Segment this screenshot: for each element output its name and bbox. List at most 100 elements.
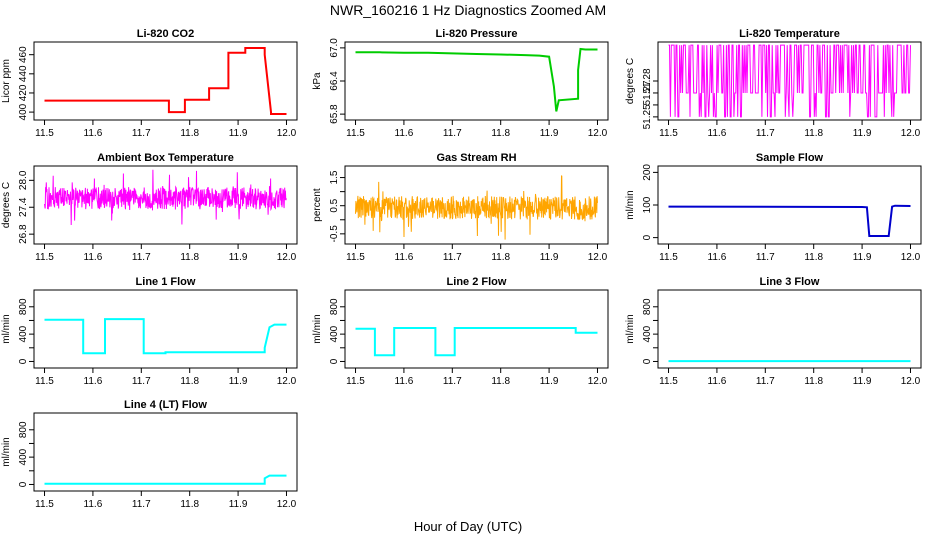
x-tick-label: 11.5 (346, 128, 365, 139)
x-tick-label: 12.0 (588, 252, 608, 263)
y-axis-label: degrees C (1, 182, 12, 228)
chart-panel: Line 2 Flow 11.5 11.6 11.7 11.8 11.9 12.0 0 400 8… (312, 276, 609, 387)
x-tick-label: 12.0 (277, 499, 297, 510)
x-tick-label: 11.8 (180, 252, 199, 263)
series-line (355, 327, 598, 357)
series-line (355, 175, 598, 240)
y-tick-label: 400 (18, 103, 29, 120)
x-tick-label: 11.8 (491, 252, 510, 263)
x-tick-label: 11.6 (84, 499, 103, 510)
chart-panel: Line 1 Flow 11.5 11.6 11.7 11.8 11.9 12.0 0 400 8… (1, 276, 298, 387)
x-tick-label: 12.0 (901, 252, 921, 263)
x-tick-label: 11.6 (708, 376, 727, 387)
x-tick-label: 11.9 (853, 252, 872, 263)
y-axis-label: percent (312, 188, 323, 222)
y-tick-label: 800 (18, 421, 29, 438)
series-line (44, 169, 287, 226)
x-tick-label: 11.9 (229, 499, 248, 510)
chart-panel: Ambient Box Temperature 11.5 11.6 11.7 11.8 1… (1, 152, 298, 263)
x-tick-label: 12.0 (588, 376, 608, 387)
x-tick-label: 11.7 (756, 252, 775, 263)
x-tick-label: 11.5 (659, 252, 678, 263)
x-tick-label: 12.0 (277, 252, 297, 263)
plot-frame (33, 165, 298, 245)
x-tick-label: 11.8 (180, 376, 199, 387)
y-tick-label: 800 (18, 298, 29, 315)
x-tick-label: 11.7 (132, 376, 151, 387)
y-tick-label: 0 (642, 358, 653, 364)
y-tick-label: 66.4 (329, 71, 340, 91)
y-axis-label: Licor ppm (1, 59, 12, 103)
x-tick-label: 11.9 (540, 252, 559, 263)
chart-panel: Li-820 CO2 11.5 11.6 11.7 11.8 11.9 12.0 400 420… (1, 28, 298, 139)
x-tick-label: 11.7 (132, 252, 151, 263)
y-tick-label: 100 (642, 196, 653, 213)
series-line (668, 44, 911, 118)
y-tick-label: 440 (18, 65, 29, 82)
x-tick-label: 11.5 (346, 376, 365, 387)
plot-frame (33, 289, 298, 369)
y-tick-label: 400 (642, 325, 653, 342)
x-tick-label: 11.9 (229, 376, 248, 387)
plot-frame (344, 165, 609, 245)
x-tick-label: 11.5 (35, 376, 54, 387)
series-line (44, 318, 287, 355)
panels: Li-820 CO2 11.5 11.6 11.7 11.8 11.9 12.0 400 420… (1, 28, 922, 510)
y-tick-label: 67.0 (329, 38, 340, 58)
panel-title: Line 3 Flow (760, 276, 820, 288)
x-tick-label: 11.7 (756, 376, 775, 387)
x-tick-label: 11.6 (84, 376, 103, 387)
x-tick-label: 11.7 (132, 499, 151, 510)
x-tick-label: 11.8 (491, 376, 510, 387)
panel-title: Li-820 Pressure (436, 28, 518, 40)
x-tick-label: 11.5 (346, 252, 365, 263)
x-tick-label: 11.7 (443, 252, 462, 263)
x-tick-label: 11.7 (443, 128, 462, 139)
x-tick-label: 11.9 (540, 128, 559, 139)
panel-title: Line 4 (LT) Flow (124, 399, 207, 411)
panel-title: Sample Flow (756, 152, 824, 164)
x-tick-label: 11.8 (180, 499, 199, 510)
x-tick-label: 11.6 (84, 252, 103, 263)
y-tick-label: -0.5 (329, 225, 340, 243)
x-tick-label: 11.6 (708, 128, 727, 139)
panel-title: Gas Stream RH (436, 152, 516, 164)
x-tick-label: 11.7 (132, 128, 151, 139)
x-tick-label: 11.7 (756, 128, 775, 139)
x-tick-label: 11.8 (804, 376, 823, 387)
y-axis-label: ml/min (1, 314, 12, 343)
y-tick-label: 400 (18, 448, 29, 465)
x-tick-label: 11.9 (853, 376, 872, 387)
x-tick-label: 11.5 (659, 376, 678, 387)
y-tick-label: 0 (18, 481, 29, 487)
y-tick-label: 0.5 (329, 198, 340, 212)
y-tick-label: 65.8 (329, 104, 340, 124)
y-tick-label: 51.27 (642, 80, 653, 105)
panel-title: Li-820 Temperature (739, 28, 840, 40)
y-tick-label: 800 (329, 298, 340, 315)
x-tick-label: 12.0 (588, 128, 608, 139)
panel-title: Ambient Box Temperature (97, 152, 234, 164)
x-tick-label: 12.0 (901, 376, 921, 387)
x-tick-label: 11.9 (540, 376, 559, 387)
x-tick-label: 11.9 (229, 252, 248, 263)
series-line (44, 474, 287, 485)
x-tick-label: 11.5 (35, 499, 54, 510)
plot-frame (33, 412, 298, 492)
y-tick-label: 27.4 (18, 197, 29, 217)
chart-panel: Sample Flow 11.5 11.6 11.7 11.8 11.9 12.0 0 100 2… (625, 152, 922, 263)
x-tick-label: 11.8 (804, 252, 823, 263)
y-tick-label: 0 (329, 358, 340, 364)
y-axis-label: kPa (312, 72, 323, 90)
chart-panel: Li-820 Temperature 11.5 11.6 11.7 11.8 11.9 12… (625, 28, 922, 139)
panel-title: Line 2 Flow (447, 276, 507, 288)
panel-title: Li-820 CO2 (137, 28, 194, 40)
x-tick-label: 11.6 (708, 252, 727, 263)
y-tick-label: 200 (642, 164, 653, 181)
plot-frame (344, 289, 609, 369)
y-axis-label: degrees C (625, 58, 636, 104)
x-tick-label: 11.5 (35, 128, 54, 139)
x-tick-label: 12.0 (277, 376, 297, 387)
figure-xlabel: Hour of Day (UTC) (414, 519, 522, 534)
